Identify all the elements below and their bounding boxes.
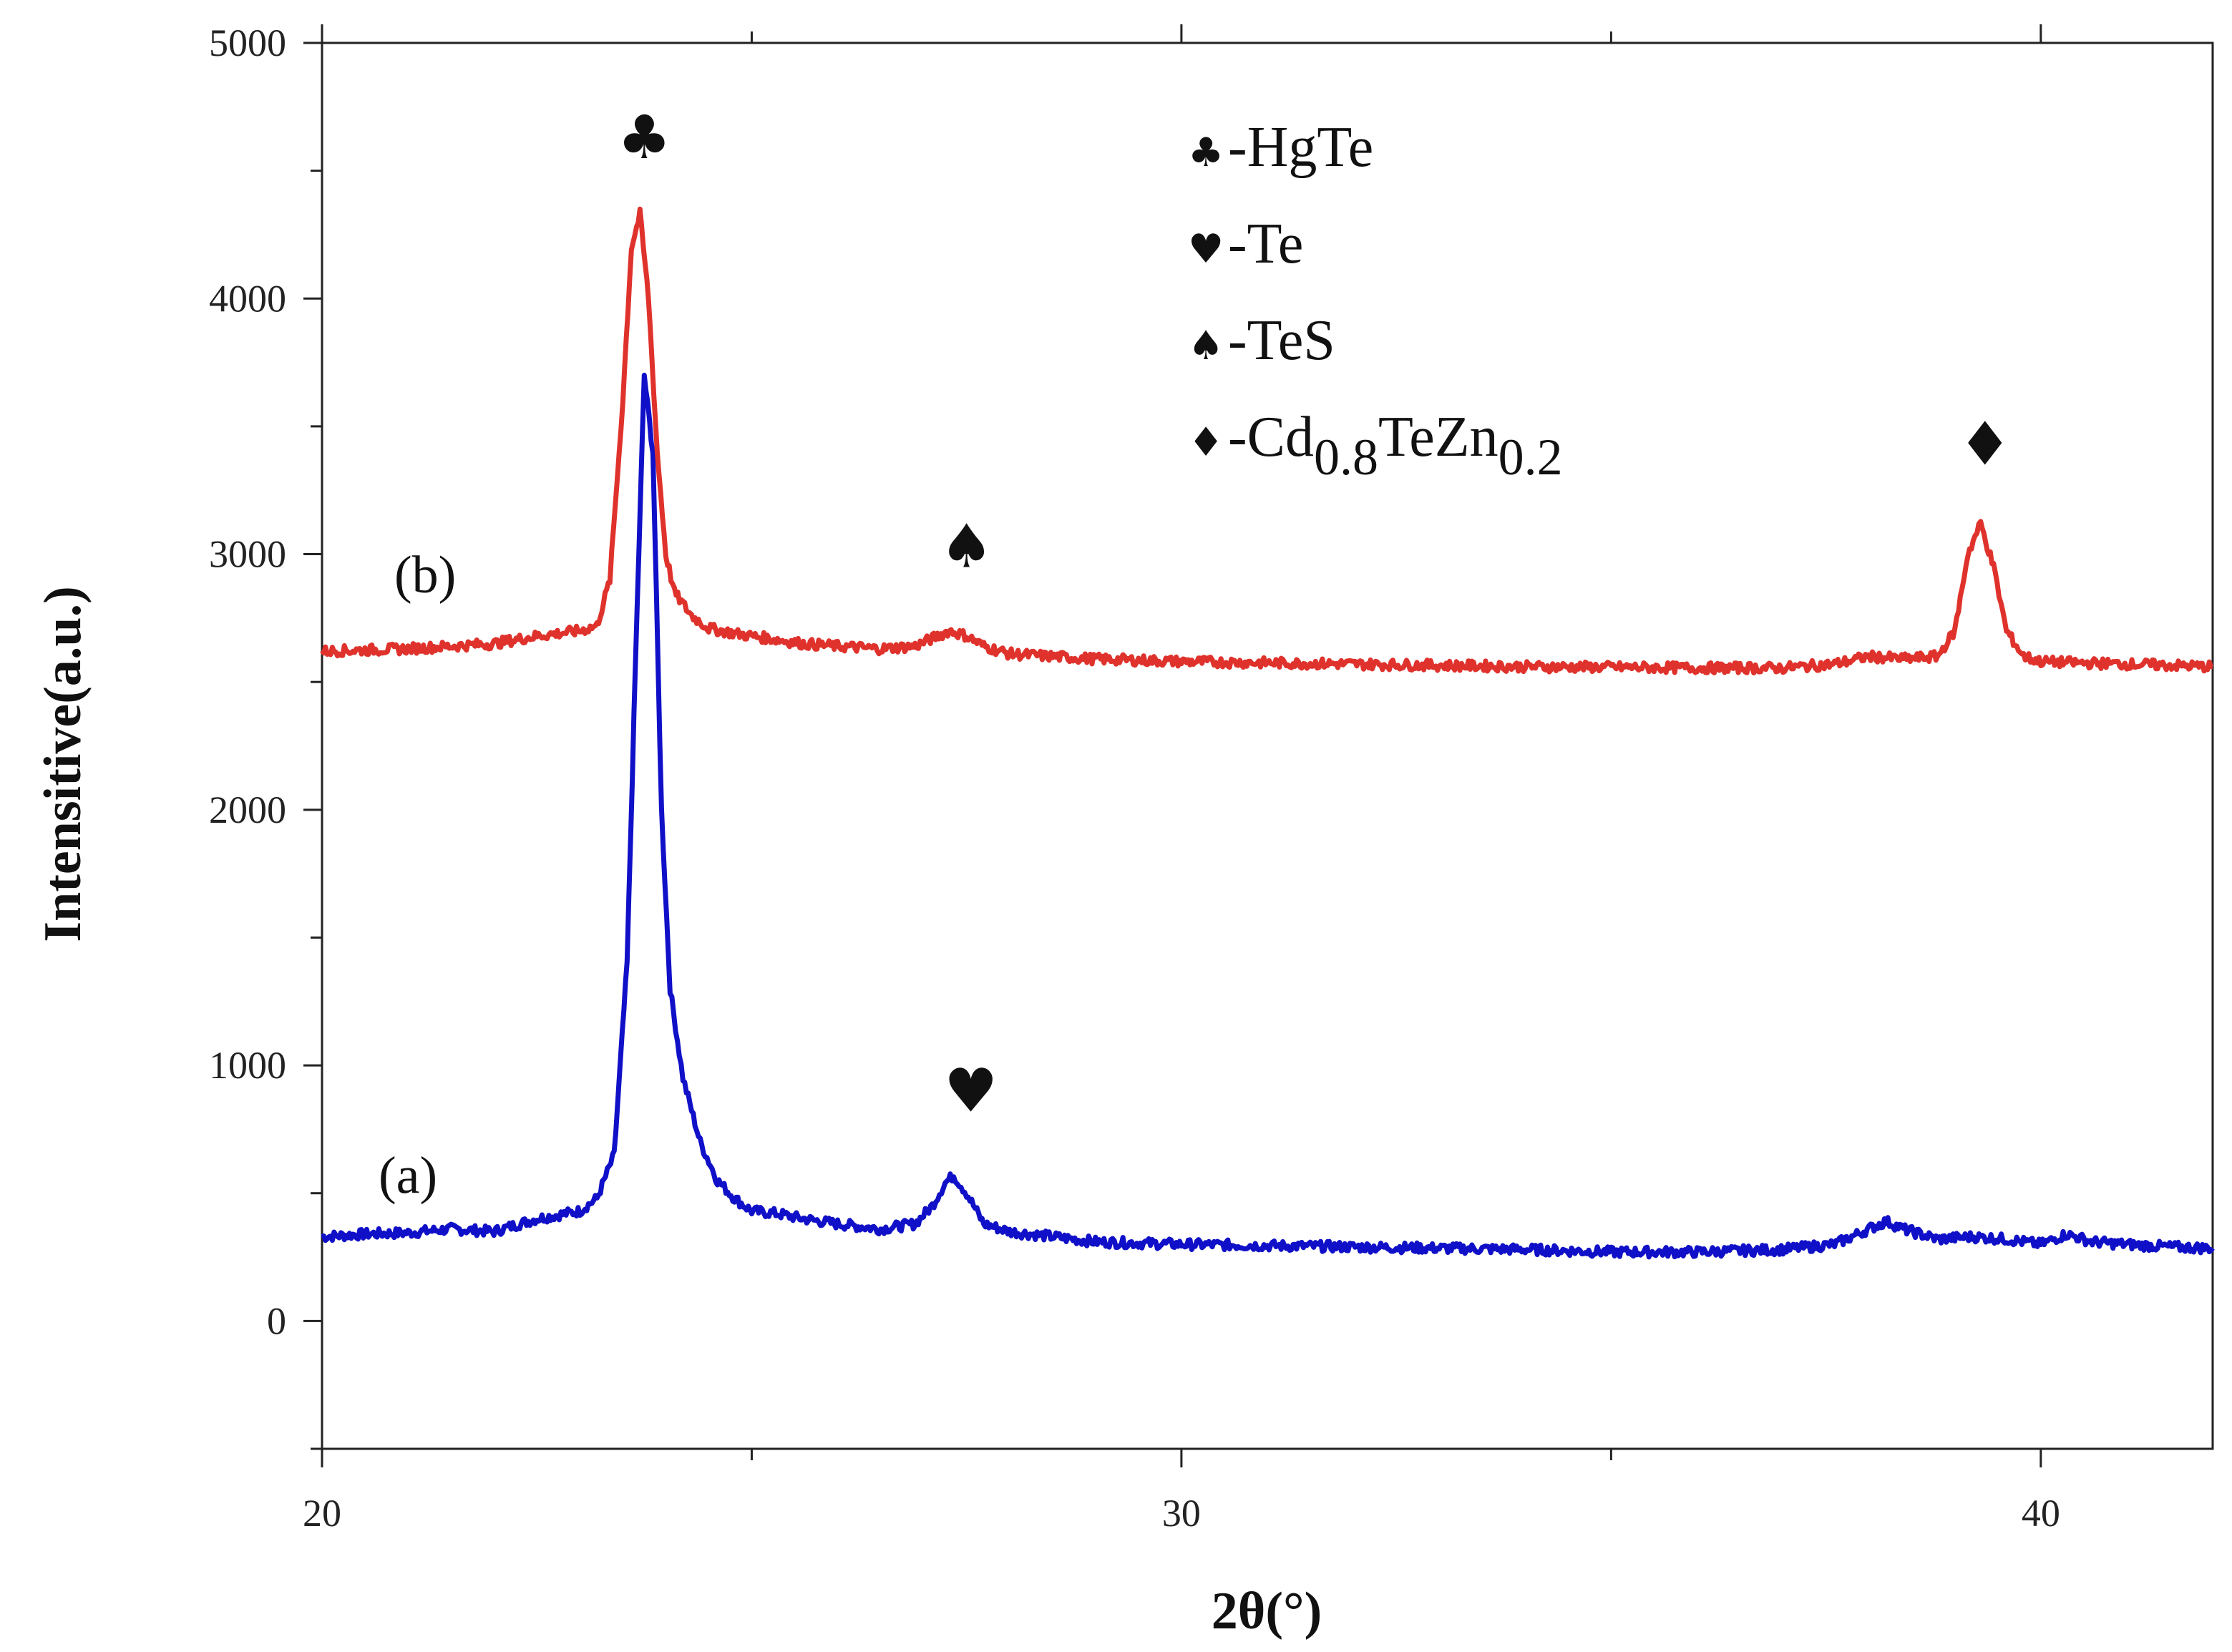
- series-line-a: [321, 372, 2215, 1260]
- legend-label-tes: -TeS: [1228, 309, 1335, 372]
- series-line-b: [320, 206, 2214, 675]
- x-tick-label: 30: [1162, 1492, 1201, 1535]
- peak-markers: ♣ ♠ ♥ ♦: [618, 102, 2012, 1126]
- peak-marker-te: ♥: [944, 1055, 998, 1125]
- x-axis-title: 2θ(°): [1212, 1582, 1322, 1641]
- series-label-b: (b): [394, 546, 456, 605]
- legend-text-part: 0.8: [1314, 429, 1378, 486]
- y-axis-ticks: 0 1000 2000 3000 4000 5000: [209, 21, 322, 1450]
- x-axis-ticks: 20 30 40: [303, 24, 2060, 1535]
- legend-symbol-cd08tezn02: ♦: [1188, 419, 1224, 466]
- plot-border: [321, 41, 2214, 1450]
- legend: ♣ -HgTe♥ -Te ♠ -TeS♦ -Cd0.8TeZn0.2: [1188, 116, 1563, 486]
- legend-label-te: -Te: [1228, 212, 1303, 275]
- series-labels: (a) (b): [379, 546, 456, 1206]
- legend-symbol-tes: ♠: [1188, 323, 1224, 369]
- y-tick-label: 4000: [209, 277, 286, 320]
- legend-label-cd08tezn02: -Cd0.8TeZn0.2: [1228, 406, 1563, 486]
- y-tick-label: 1000: [209, 1044, 286, 1087]
- y-tick-label: 0: [267, 1299, 286, 1342]
- peak-marker-hgte: ♣: [618, 102, 671, 172]
- legend-symbol-hgte: ♣: [1188, 129, 1224, 176]
- peak-marker-tes: ♠: [940, 511, 993, 581]
- x-tick-label: 20: [303, 1492, 341, 1535]
- plot-frame: [321, 41, 2214, 1450]
- x-tick-label: 40: [2022, 1492, 2060, 1535]
- y-tick-label: 2000: [209, 788, 286, 831]
- legend-text-part: TeZn: [1378, 406, 1498, 469]
- legend-symbol-te: ♥: [1188, 226, 1224, 273]
- y-tick-label: 5000: [209, 21, 286, 64]
- series-lines: [320, 206, 2215, 1260]
- legend-text-part: -Cd: [1228, 406, 1314, 469]
- peak-marker-cd08tezn02: ♦: [1958, 409, 2012, 479]
- y-tick-label: 3000: [209, 533, 286, 576]
- legend-text-part: 0.2: [1498, 429, 1563, 486]
- y-axis-title: Intensitive(a.u.): [34, 586, 92, 942]
- legend-label-hgte: -HgTe: [1228, 116, 1373, 179]
- series-label-a: (a): [379, 1147, 437, 1206]
